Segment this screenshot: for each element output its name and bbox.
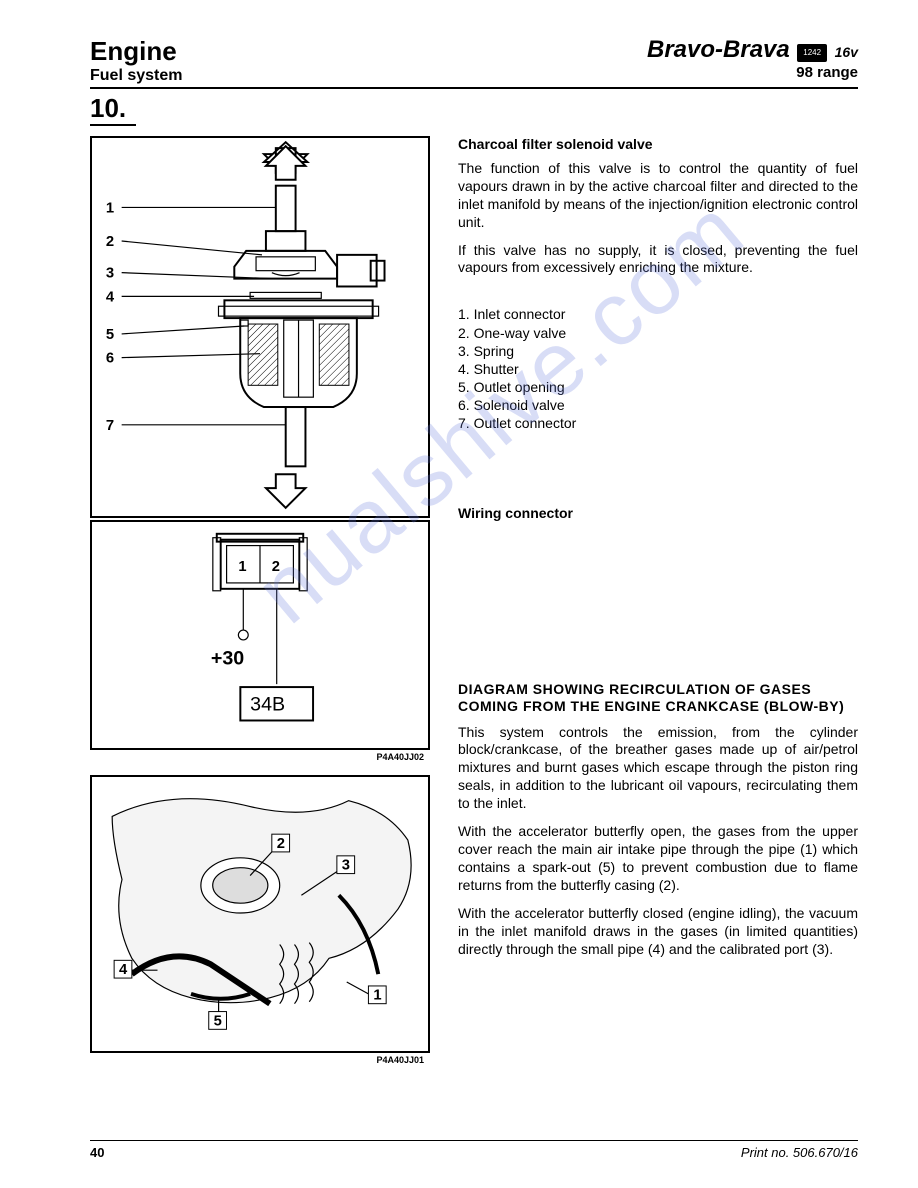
fig2-pin-2: 2: [272, 559, 280, 575]
fig1-label-1: 1: [106, 200, 114, 216]
legend-item: 3. Spring: [458, 342, 858, 360]
fig1-label-4: 4: [106, 289, 115, 305]
section1-para1: The function of this valve is to control…: [458, 160, 858, 232]
section3-para1: This system controls the emission, from …: [458, 724, 858, 814]
page-number: 40: [90, 1145, 104, 1160]
fig1-label-5: 5: [106, 327, 114, 343]
header-sub-left: Fuel system: [90, 67, 182, 85]
fig2-pin-1: 1: [238, 559, 246, 575]
header-title-left: Engine: [90, 36, 182, 67]
figure-wiring-connector: 1 2 +30 34B P4A40JJ02: [90, 520, 430, 750]
legend-item: 4. Shutter: [458, 360, 858, 378]
header-variant: 16v: [835, 44, 858, 60]
section-number: 10.: [90, 93, 136, 126]
figure-valve-diagram: 1 2 3 4 5 6 7 P4A36FJ03: [90, 136, 430, 518]
page-header: Engine Fuel system Bravo-Brava 1242 16v …: [90, 36, 858, 89]
legend-item: 7. Outlet connector: [458, 414, 858, 432]
page-footer: 40 Print no. 506.670/16: [90, 1140, 858, 1160]
left-column: 1 2 3 4 5 6 7 P4A36FJ03: [90, 136, 430, 1053]
svg-text:3: 3: [342, 858, 350, 874]
header-title-right: Bravo-Brava: [647, 36, 790, 64]
section2-heading: Wiring connector: [458, 505, 858, 523]
header-right: Bravo-Brava 1242 16v 98 range: [647, 36, 858, 85]
section1-heading: Charcoal filter solenoid valve: [458, 136, 858, 154]
engine-badge-icon: 1242: [797, 44, 827, 62]
header-left: Engine Fuel system: [90, 36, 182, 85]
figure3-code: P4A40JJ01: [376, 1055, 424, 1065]
fig1-label-3: 3: [106, 266, 114, 282]
header-sub-right: 98 range: [647, 64, 858, 81]
section1-para2: If this valve has no supply, it is close…: [458, 242, 858, 278]
svg-text:5: 5: [214, 1013, 222, 1029]
section3-heading: DIAGRAM SHOWING RECIRCULATION OF GASES C…: [458, 681, 858, 716]
section3-para3: With the accelerator butterfly closed (e…: [458, 905, 858, 959]
valve-legend: 1. Inlet connector 2. One-way valve 3. S…: [458, 305, 858, 432]
legend-item: 6. Solenoid valve: [458, 396, 858, 414]
legend-item: 5. Outlet opening: [458, 378, 858, 396]
legend-item: 2. One-way valve: [458, 324, 858, 342]
legend-item: 1. Inlet connector: [458, 305, 858, 323]
svg-text:1: 1: [373, 988, 381, 1004]
figure-blowby-diagram: 2 3 4 5 1: [90, 775, 430, 1053]
fig1-label-6: 6: [106, 351, 114, 367]
fig2-box-label: 34B: [250, 694, 285, 716]
fig1-label-2: 2: [106, 234, 114, 250]
right-column: Charcoal filter solenoid valve The funct…: [458, 136, 858, 1053]
svg-text:2: 2: [277, 836, 285, 852]
figure2-code: P4A40JJ02: [376, 752, 424, 762]
section3-para2: With the accelerator butterfly open, the…: [458, 823, 858, 895]
svg-text:4: 4: [119, 962, 128, 978]
fig2-plus30-label: +30: [211, 647, 244, 669]
fig1-label-7: 7: [106, 418, 114, 434]
print-number: Print no. 506.670/16: [741, 1145, 858, 1160]
